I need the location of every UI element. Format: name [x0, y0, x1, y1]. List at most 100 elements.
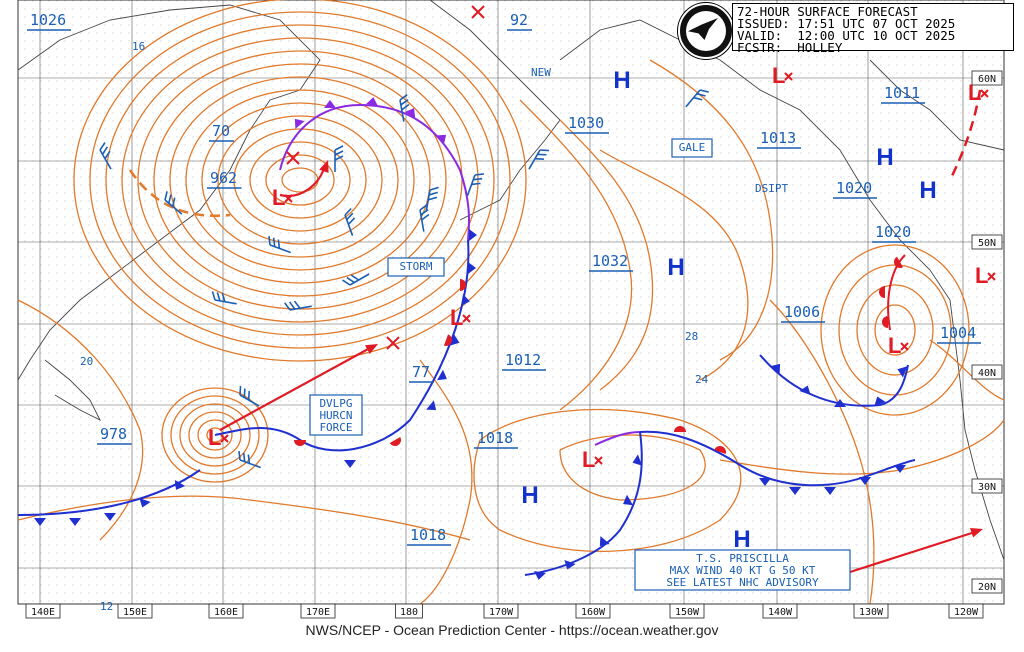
- annotation-line: T.S. PRISCILLA: [696, 552, 789, 565]
- pressure-value: 77: [412, 363, 430, 381]
- longitude-label: 160E: [214, 607, 238, 618]
- longitude-label-box: [853, 603, 889, 619]
- surface-forecast-map: 1026 92 16 70 962 1030 1013 1011 1020 1020 1032 100…: [17, 0, 1005, 619]
- annotation-box: [309, 394, 363, 436]
- wind-barb: [239, 386, 260, 407]
- wind-barb: [425, 186, 439, 212]
- cold-front: [759, 354, 909, 407]
- cold-front: [214, 239, 470, 452]
- low-x-icon: [784, 72, 793, 81]
- isobar: [201, 102, 399, 258]
- pressure-value: 978: [100, 425, 127, 443]
- pressure-value: 20: [80, 355, 93, 368]
- arrow-head: [365, 344, 378, 355]
- track-arrow: [219, 347, 371, 431]
- longitude-label: 170E: [306, 607, 330, 618]
- cold-front-triangle: [324, 100, 336, 108]
- cold-front-triangle: [69, 518, 81, 526]
- isobar: [185, 89, 415, 271]
- pressure-value: 1011: [884, 84, 920, 102]
- annotation-line: MAX WIND 40 KT G 50 KT: [670, 564, 816, 577]
- coastline: [869, 59, 1005, 151]
- longitude-label-box: [575, 603, 611, 619]
- coastline: [17, 4, 321, 381]
- longitude-label: 130W: [859, 607, 884, 618]
- cold-front-triangle: [449, 334, 460, 346]
- low-pressure-center: L: [450, 305, 463, 330]
- cold-front-triangle: [437, 369, 447, 381]
- cold-front-triangle: [104, 513, 116, 521]
- cold-front-triangle: [34, 518, 46, 526]
- previous-position-x-icon: [386, 336, 400, 350]
- latitude-label-box: [971, 234, 1003, 250]
- cold-front-triangle: [623, 494, 633, 506]
- isobar: [769, 299, 875, 605]
- isobar: [153, 63, 447, 297]
- warm-front-semicircle: [674, 426, 686, 432]
- low-pressure-center: L: [208, 425, 221, 450]
- warm-front: [887, 254, 906, 331]
- cold-front-triangle: [174, 480, 186, 490]
- longitude-label: 180: [400, 607, 418, 618]
- pressure-value: 92: [510, 11, 528, 29]
- pressure-value: 1018: [477, 429, 513, 447]
- cold-front-triangle: [894, 465, 906, 473]
- wind-barb: [164, 191, 183, 215]
- previous-position-x-icon: [471, 5, 485, 19]
- longitude-label: 150W: [675, 607, 700, 618]
- warm-front-semicircle: [714, 446, 726, 455]
- cold-front-triangle: [366, 97, 378, 107]
- footer-credit: NWS/NCEP - Ocean Prediction Center - htt…: [305, 622, 719, 638]
- longitude-label-box: [395, 603, 423, 619]
- isobar: [170, 395, 260, 475]
- annotation-line: STORM: [399, 260, 432, 273]
- isobar: [197, 419, 233, 451]
- low-pressure-center: L: [968, 80, 981, 105]
- isobar: [249, 141, 351, 219]
- isobar: [121, 37, 479, 323]
- cold-front-triangle: [294, 118, 305, 129]
- arrow-head: [970, 527, 983, 538]
- isobars: [17, 0, 1005, 605]
- pressure-value: 12: [100, 600, 113, 613]
- isobar: [89, 11, 511, 349]
- wind-barb: [284, 300, 312, 311]
- cold-front-triangle: [139, 497, 151, 508]
- pressure-value: 24: [695, 373, 709, 386]
- coastline: [559, 19, 1005, 561]
- annotation-box: [671, 138, 713, 158]
- warm-front-semicircle: [389, 437, 401, 446]
- cold-front-triangle: [404, 108, 416, 118]
- trough-line: [948, 89, 982, 181]
- low-pressure-center: L: [772, 63, 785, 88]
- isobar: [217, 115, 383, 245]
- isobar: [179, 403, 251, 467]
- wind-barb: [399, 94, 410, 122]
- low-x-icon: [900, 342, 909, 351]
- low-x-icon: [594, 456, 603, 465]
- isobar: [856, 284, 934, 376]
- annotation-text: STORM: [399, 260, 432, 273]
- pressure-value: 1032: [592, 252, 628, 270]
- pressure-value: 1012: [505, 351, 541, 369]
- isobar: [820, 244, 970, 416]
- pressure-value: 1006: [784, 303, 820, 321]
- trough-line: [128, 169, 231, 217]
- cold-front-triangle: [564, 559, 576, 570]
- cold-front-triangle: [632, 454, 643, 466]
- cold-front-triangle: [824, 487, 836, 495]
- annotation-line: FORCE: [319, 421, 352, 434]
- isobar: [599, 149, 749, 381]
- warm-front-semicircle: [879, 286, 885, 298]
- longitude-label: 150E: [123, 607, 147, 618]
- latitude-label-box: [971, 478, 1003, 494]
- cold-front-triangle: [468, 262, 476, 274]
- cold-front-triangle: [834, 399, 846, 407]
- longitude-label: 120W: [954, 607, 979, 618]
- latitude-label: 20N: [978, 582, 996, 593]
- pressure-value: 1004: [940, 324, 976, 342]
- cold-front-triangle: [859, 477, 871, 485]
- longitude-label: 160W: [581, 607, 606, 618]
- longitude-label-box: [117, 603, 153, 619]
- annotation-box: [387, 257, 445, 277]
